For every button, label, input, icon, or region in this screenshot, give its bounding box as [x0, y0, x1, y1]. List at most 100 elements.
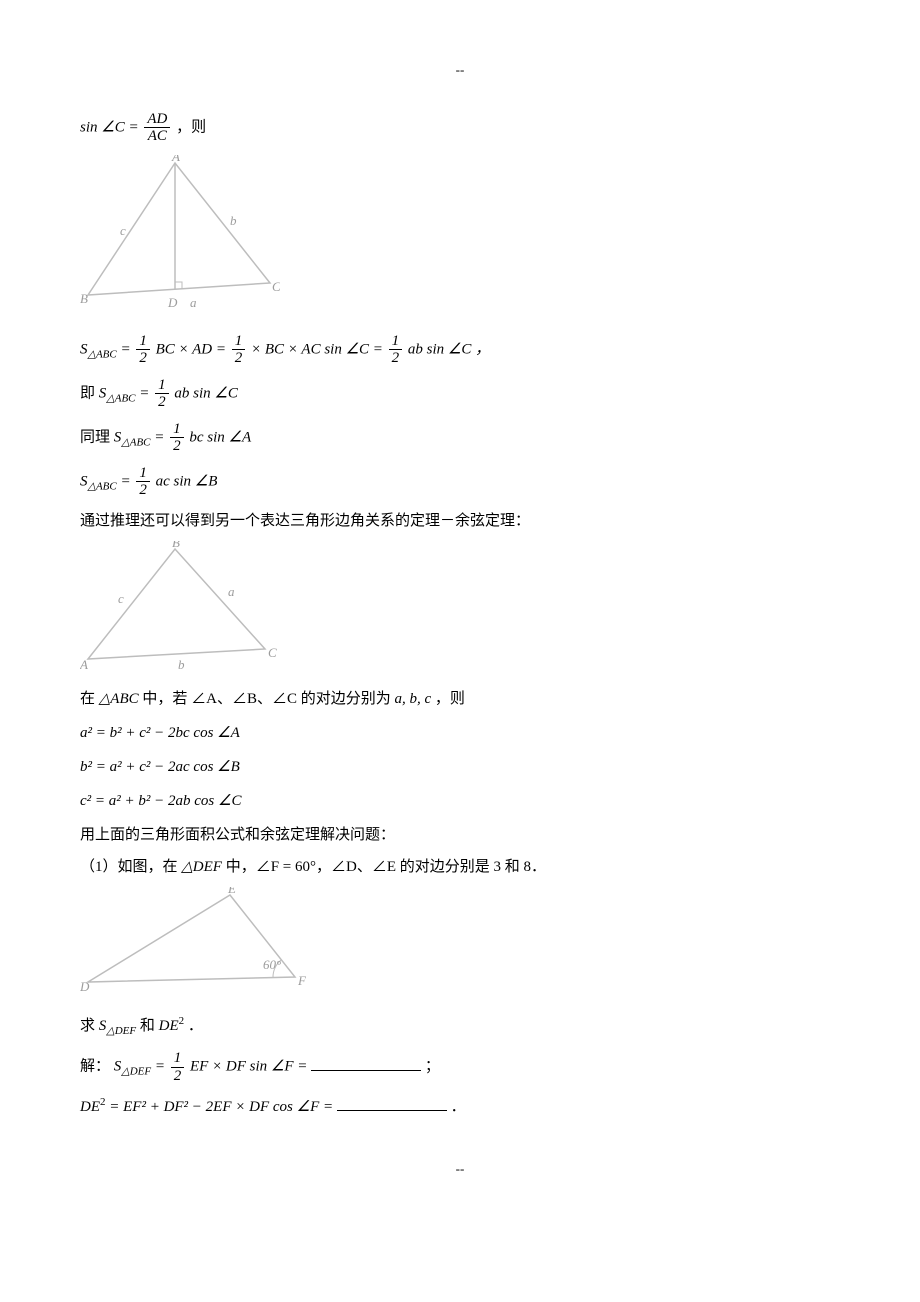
half: 12	[171, 1050, 185, 1084]
formula-cos-b: b² = a² + c² − 2ac cos ∠B	[80, 755, 840, 779]
svg-text:60°: 60°	[263, 957, 281, 972]
figure-triangle-abc: ABCabc	[80, 541, 840, 679]
question-1-ask: 求 S△DEF 和 DE2 ．	[80, 1013, 840, 1041]
d: 2	[136, 350, 150, 367]
de: DE	[80, 1099, 100, 1115]
d: 2	[171, 1068, 185, 1085]
sub: △ABC	[88, 480, 117, 492]
t: × BC × AC sin ∠C =	[251, 341, 387, 357]
sub: △ABC	[121, 436, 150, 448]
text: ，则	[176, 119, 206, 135]
svg-text:A: A	[80, 657, 88, 671]
n: 1	[171, 1050, 185, 1068]
answer-blank[interactable]	[337, 1096, 447, 1111]
eq: =	[121, 341, 135, 357]
para-in-triangle: 在 △ABC 中，若 ∠A、∠B、∠C 的对边分别为 a, b, c ，则	[80, 687, 840, 711]
figure-triangle-def: D E F 60°	[80, 887, 840, 1005]
eq: =	[154, 429, 168, 445]
para-cosine-intro: 通过推理还可以得到另一个表达三角形边角关系的定理－余弦定理：	[80, 509, 840, 533]
tri: △DEF	[181, 859, 222, 875]
abc: a, b, c	[395, 691, 432, 707]
half: 12	[155, 377, 169, 411]
tongli: 同理	[80, 429, 114, 445]
svg-text:D: D	[167, 295, 178, 310]
svg-text:A: A	[171, 155, 180, 164]
S: S	[80, 341, 88, 357]
svg-text:c: c	[118, 591, 124, 606]
eq: =	[121, 473, 135, 489]
formula-area-ac: S△ABC = 12 ac sin ∠B	[80, 465, 840, 499]
t: BC × AD =	[156, 341, 230, 357]
tri: △ABC	[99, 691, 139, 707]
n: 1	[170, 421, 184, 439]
t: 在	[80, 691, 99, 707]
svg-text:a: a	[190, 295, 197, 310]
half: 12	[170, 421, 184, 455]
period: ．	[451, 1099, 466, 1115]
semi: ；	[425, 1059, 440, 1075]
sq: 2	[179, 1015, 185, 1027]
figure-triangle-abc-altitude: ABCDabc	[80, 155, 840, 323]
triangle-svg: ABCDabc	[80, 155, 280, 315]
sub: △DEF	[121, 1066, 151, 1078]
t: a² = b² + c² − 2bc cos ∠A	[80, 725, 240, 741]
body: ac sin ∠B	[156, 473, 218, 489]
half: 12	[389, 333, 403, 367]
page-header-dash: --	[80, 60, 840, 81]
half: 12	[232, 333, 246, 367]
body: EF × DF sin ∠F =	[190, 1059, 311, 1075]
S: S	[80, 473, 88, 489]
t: ab sin ∠C ，	[408, 341, 490, 357]
n: 1	[136, 333, 150, 351]
n: 1	[155, 377, 169, 395]
svg-text:C: C	[268, 645, 277, 660]
body: ab sin ∠C	[174, 385, 237, 401]
d: 2	[155, 394, 169, 411]
d: 2	[170, 438, 184, 455]
t: 中，∠F = 60°，∠D、∠E 的对边分别是 3 和 8．	[226, 859, 546, 875]
sub: △DEF	[106, 1025, 136, 1037]
n: 1	[136, 465, 150, 483]
t: （1）如图，在	[80, 859, 181, 875]
t: c² = a² + b² − 2ab cos ∠C	[80, 793, 241, 809]
ji: 即	[80, 385, 99, 401]
n: 1	[232, 333, 246, 351]
formula-area-bc: 同理 S△ABC = 12 bc sin ∠A	[80, 421, 840, 455]
triangle-svg: ABCabc	[80, 541, 280, 671]
page-footer-dash: --	[80, 1159, 840, 1180]
body: bc sin ∠A	[189, 429, 251, 445]
svg-text:E: E	[227, 887, 236, 896]
t: 求	[80, 1018, 99, 1034]
svg-text:b: b	[178, 657, 185, 671]
sub: △ABC	[88, 348, 117, 360]
sq: 2	[100, 1096, 106, 1108]
sol: 解：	[80, 1059, 110, 1075]
svg-text:B: B	[80, 291, 88, 306]
svg-text:c: c	[120, 223, 126, 238]
eq: =	[139, 385, 153, 401]
formula-cos-c: c² = a² + b² − 2ab cos ∠C	[80, 789, 840, 813]
fraction: AD AC	[144, 111, 170, 145]
svg-text:D: D	[80, 979, 90, 994]
t: ，则	[435, 691, 465, 707]
denominator: AC	[144, 128, 170, 145]
t: 和	[140, 1018, 159, 1034]
solution-area: 解： S△DEF = 12 EF × DF sin ∠F = ；	[80, 1050, 840, 1084]
question-1: （1）如图，在 △DEF 中，∠F = 60°，∠D、∠E 的对边分别是 3 和…	[80, 855, 840, 879]
svg-text:B: B	[172, 541, 180, 550]
formula-cos-a: a² = b² + c² − 2bc cos ∠A	[80, 721, 840, 745]
body: = EF² + DF² − 2EF × DF cos ∠F =	[109, 1099, 337, 1115]
d: 2	[136, 482, 150, 499]
d: 2	[232, 350, 246, 367]
t: 中，若 ∠A、∠B、∠C 的对边分别为	[142, 691, 394, 707]
solution-de: DE2 = EF² + DF² − 2EF × DF cos ∠F = ．	[80, 1094, 840, 1119]
svg-text:F: F	[297, 973, 307, 988]
text: sin ∠C =	[80, 119, 142, 135]
n: 1	[389, 333, 403, 351]
half: 12	[136, 465, 150, 499]
t: ．	[188, 1018, 203, 1034]
para-use: 用上面的三角形面积公式和余弦定理解决问题：	[80, 823, 840, 847]
answer-blank[interactable]	[311, 1056, 421, 1071]
triangle-svg: D E F 60°	[80, 887, 310, 997]
eq: =	[155, 1059, 169, 1075]
